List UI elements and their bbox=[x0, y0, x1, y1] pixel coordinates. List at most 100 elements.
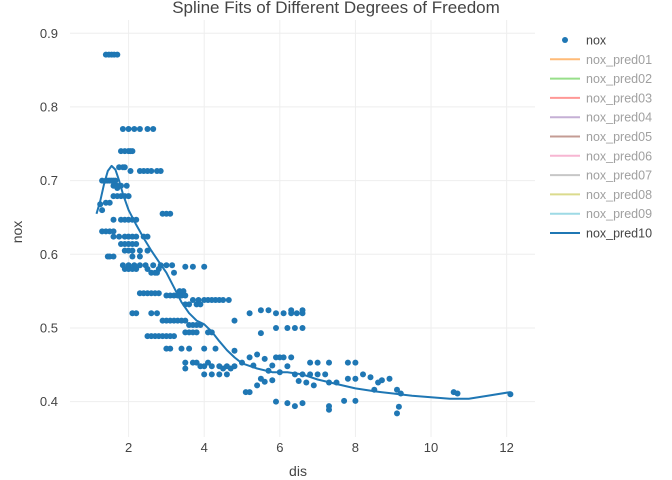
scatter-point bbox=[307, 359, 314, 366]
scatter-points bbox=[97, 51, 514, 417]
scatter-point bbox=[154, 310, 160, 317]
scatter-point bbox=[99, 207, 106, 214]
scatter-point bbox=[246, 354, 253, 361]
scatter-point bbox=[454, 390, 461, 397]
scatter-point bbox=[131, 126, 138, 132]
scatter-point bbox=[148, 168, 155, 174]
legend-item[interactable]: nox_pred02 bbox=[550, 72, 652, 86]
scatter-point bbox=[231, 317, 238, 324]
scatter-point bbox=[386, 375, 393, 382]
scatter-point bbox=[299, 325, 306, 331]
scatter-point bbox=[246, 389, 253, 396]
scatter-point bbox=[201, 263, 208, 270]
scatter-point bbox=[114, 51, 121, 58]
legend-item[interactable]: nox_pred01 bbox=[550, 53, 652, 67]
scatter-point bbox=[133, 241, 140, 247]
legend-item[interactable]: nox_pred03 bbox=[550, 91, 652, 105]
scatter-point bbox=[182, 365, 189, 372]
scatter-point bbox=[257, 307, 264, 314]
scatter-point bbox=[106, 199, 113, 206]
legend-label: nox_pred06 bbox=[586, 149, 652, 163]
x-tick-label: 4 bbox=[201, 440, 208, 455]
legend-label: nox_pred07 bbox=[586, 169, 652, 183]
scatter-point bbox=[293, 310, 300, 317]
legend-item[interactable]: nox_pred08 bbox=[550, 188, 652, 202]
scatter-point bbox=[352, 359, 359, 366]
scatter-point bbox=[201, 345, 208, 352]
scatter-point bbox=[154, 269, 160, 276]
x-tick-label: 2 bbox=[125, 440, 132, 455]
scatter-point bbox=[223, 371, 230, 378]
scatter-point bbox=[257, 330, 264, 337]
scatter-point bbox=[144, 233, 151, 240]
scatter-point bbox=[201, 371, 208, 378]
scatter-point bbox=[273, 398, 279, 405]
y-tick-label: 0.9 bbox=[40, 26, 58, 41]
scatter-point bbox=[136, 247, 143, 254]
scatter-point bbox=[284, 325, 291, 331]
scatter-point bbox=[208, 363, 215, 370]
scatter-point bbox=[171, 269, 177, 276]
scatter-point bbox=[182, 317, 189, 324]
scatter-point bbox=[150, 262, 157, 269]
scatter-point bbox=[136, 253, 143, 260]
y-tick-label: 0.4 bbox=[40, 394, 58, 409]
scatter-point bbox=[136, 126, 143, 132]
scatter-point bbox=[246, 310, 253, 317]
scatter-point bbox=[171, 333, 177, 340]
scatter-point bbox=[394, 386, 400, 393]
legend-item[interactable]: nox_pred05 bbox=[550, 130, 652, 144]
scatter-point bbox=[394, 410, 400, 417]
scatter-point bbox=[119, 126, 126, 132]
legend-label: nox_pred02 bbox=[586, 72, 652, 86]
scatter-point bbox=[116, 233, 123, 240]
legend-label: nox_pred01 bbox=[586, 53, 652, 67]
scatter-point bbox=[288, 307, 295, 314]
scatter-point bbox=[193, 329, 200, 336]
scatter-point bbox=[284, 400, 291, 407]
y-tick-label: 0.7 bbox=[40, 173, 58, 188]
scatter-point bbox=[276, 354, 283, 361]
scatter-point bbox=[227, 365, 234, 372]
scatter-point bbox=[344, 375, 351, 382]
legend-label: nox bbox=[586, 34, 607, 48]
legend-item[interactable]: nox_pred07 bbox=[550, 169, 652, 183]
scatter-point bbox=[197, 301, 204, 308]
scatter-point bbox=[261, 378, 268, 385]
scatter-point bbox=[273, 325, 279, 331]
scatter-point bbox=[182, 359, 189, 366]
legend-item[interactable]: nox bbox=[562, 34, 607, 48]
scatter-point bbox=[220, 297, 227, 303]
scatter-point bbox=[167, 345, 174, 352]
scatter-point bbox=[212, 345, 219, 352]
scatter-point bbox=[180, 288, 187, 295]
legend-item[interactable]: nox_pred04 bbox=[550, 111, 652, 125]
spline-line-nox-pred10 bbox=[95, 164, 511, 400]
scatter-point bbox=[269, 362, 276, 369]
scatter-point bbox=[341, 397, 348, 404]
scatter-point bbox=[273, 310, 279, 317]
scatter-point bbox=[295, 378, 302, 384]
scatter-point bbox=[367, 374, 374, 381]
scatter-point bbox=[254, 351, 261, 358]
scatter-point bbox=[129, 253, 136, 260]
legend-item[interactable]: nox_pred06 bbox=[550, 149, 652, 163]
scatter-point bbox=[186, 345, 193, 352]
scatter-point bbox=[148, 310, 155, 317]
scatter-point bbox=[303, 379, 310, 386]
scatter-point bbox=[269, 377, 276, 384]
scatter-point bbox=[123, 182, 130, 189]
scatter-point bbox=[352, 397, 359, 404]
scatter-point bbox=[112, 177, 119, 184]
scatter-point bbox=[110, 228, 117, 235]
legend-item[interactable]: nox_pred09 bbox=[550, 207, 652, 221]
scatter-point bbox=[144, 247, 151, 254]
scatter-point bbox=[288, 354, 295, 361]
x-tick-label: 10 bbox=[424, 440, 438, 455]
scatter-point bbox=[280, 310, 287, 317]
scatter-point bbox=[129, 247, 136, 254]
legend-item[interactable]: nox_pred10 bbox=[550, 227, 652, 241]
spline-lines bbox=[95, 164, 511, 400]
scatter-point bbox=[352, 375, 359, 382]
